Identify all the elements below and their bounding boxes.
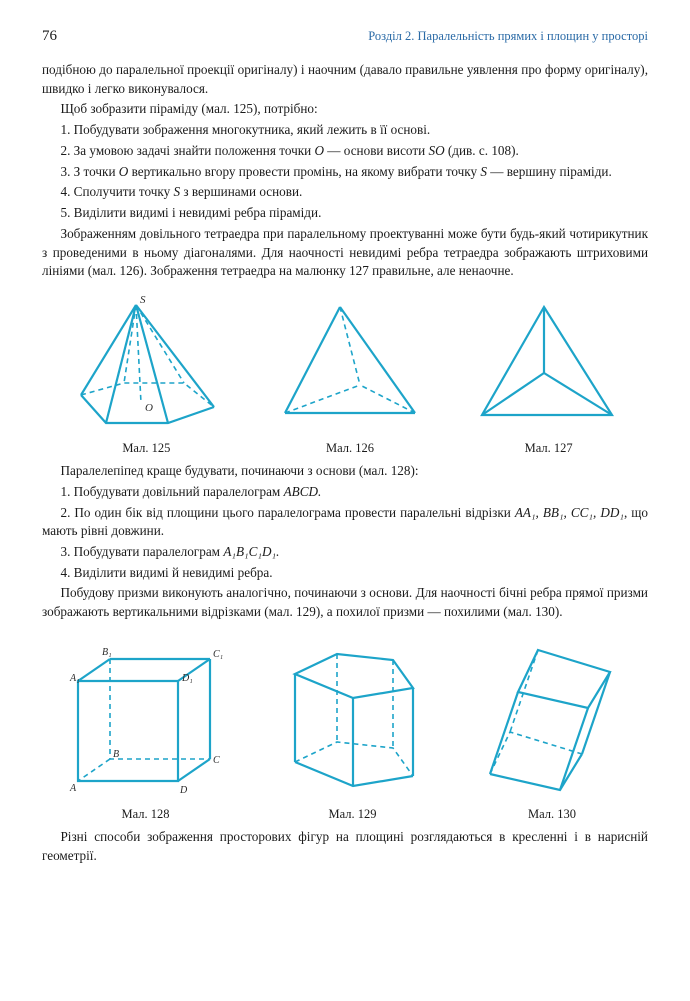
figure-130: Мал. 130 [472, 636, 632, 822]
para-14: Побудову призми виконують аналогічно, по… [42, 584, 648, 621]
para-5: 3. З точки O вертикально вгору провести … [42, 163, 648, 182]
caption-126: Мал. 126 [326, 441, 374, 456]
fig-127-svg [464, 295, 634, 435]
lbl-A: A [69, 783, 77, 794]
para-4: 2. За умовою задачі знайти положення точ… [42, 142, 648, 161]
figure-128: A₁ B₁ C₁ D₁ A B C D Мал. 128 [58, 641, 233, 822]
figure-129: Мал. 129 [265, 636, 440, 822]
page-number: 76 [42, 28, 57, 45]
caption-128: Мал. 128 [121, 807, 169, 822]
lbl-B: B [113, 749, 119, 760]
fig-125-svg: S O [56, 295, 236, 435]
caption-129: Мал. 129 [328, 807, 376, 822]
fig-129-svg [265, 636, 440, 801]
para-1: подібною до паралельної проекції оригіна… [42, 61, 648, 98]
lbl-C1: C₁ [213, 649, 223, 660]
chapter-title: Розділ 2. Паралельність прямих і площин … [368, 29, 648, 44]
page: 76 Розділ 2. Паралельність прямих і площ… [0, 0, 690, 897]
para-3: 1. Побудувати зображення многокутника, я… [42, 121, 648, 140]
para-8: Зображенням довільного тетраедра при пар… [42, 225, 648, 281]
fig-128-svg: A₁ B₁ C₁ D₁ A B C D [58, 641, 233, 801]
para-15: Різні способи зображення просторових фіг… [42, 828, 648, 865]
figure-125: S O Мал. 125 [56, 295, 236, 456]
figure-127: Мал. 127 [464, 295, 634, 456]
figure-row-2: A₁ B₁ C₁ D₁ A B C D Мал. 128 [42, 636, 648, 822]
para-2: Щоб зобразити піраміду (мал. 125), потрі… [42, 100, 648, 119]
para-11: 2. По один бік від площини цього паралел… [42, 504, 648, 541]
fig-126-svg [265, 295, 435, 435]
figure-126: Мал. 126 [265, 295, 435, 456]
lbl-D: D [179, 785, 188, 796]
page-header: 76 Розділ 2. Паралельність прямих і площ… [42, 28, 648, 45]
lbl-B1: B₁ [102, 647, 112, 658]
para-10: 1. Побудувати довільний паралелограм ABC… [42, 483, 648, 502]
para-9: Паралелепіпед краще будувати, починаючи … [42, 462, 648, 481]
lbl-A1: A₁ [69, 673, 80, 684]
para-12: 3. Побудувати паралелограм A₁B₁C₁D₁. [42, 543, 648, 562]
caption-130: Мал. 130 [528, 807, 576, 822]
fig-130-svg [472, 636, 632, 801]
label-S: S [140, 295, 146, 306]
para-13: 4. Виділити видимі й невидимі ребра. [42, 564, 648, 583]
lbl-C: C [213, 755, 220, 766]
caption-127: Мал. 127 [525, 441, 573, 456]
lbl-D1: D₁ [181, 673, 193, 684]
para-7: 5. Виділити видимі і невидимі ребра піра… [42, 204, 648, 223]
caption-125: Мал. 125 [122, 441, 170, 456]
figure-row-1: S O Мал. 125 Мал. 126 [42, 295, 648, 456]
para-6: 4. Сполучити точку S з вершинами основи. [42, 183, 648, 202]
label-O: O [145, 402, 153, 414]
